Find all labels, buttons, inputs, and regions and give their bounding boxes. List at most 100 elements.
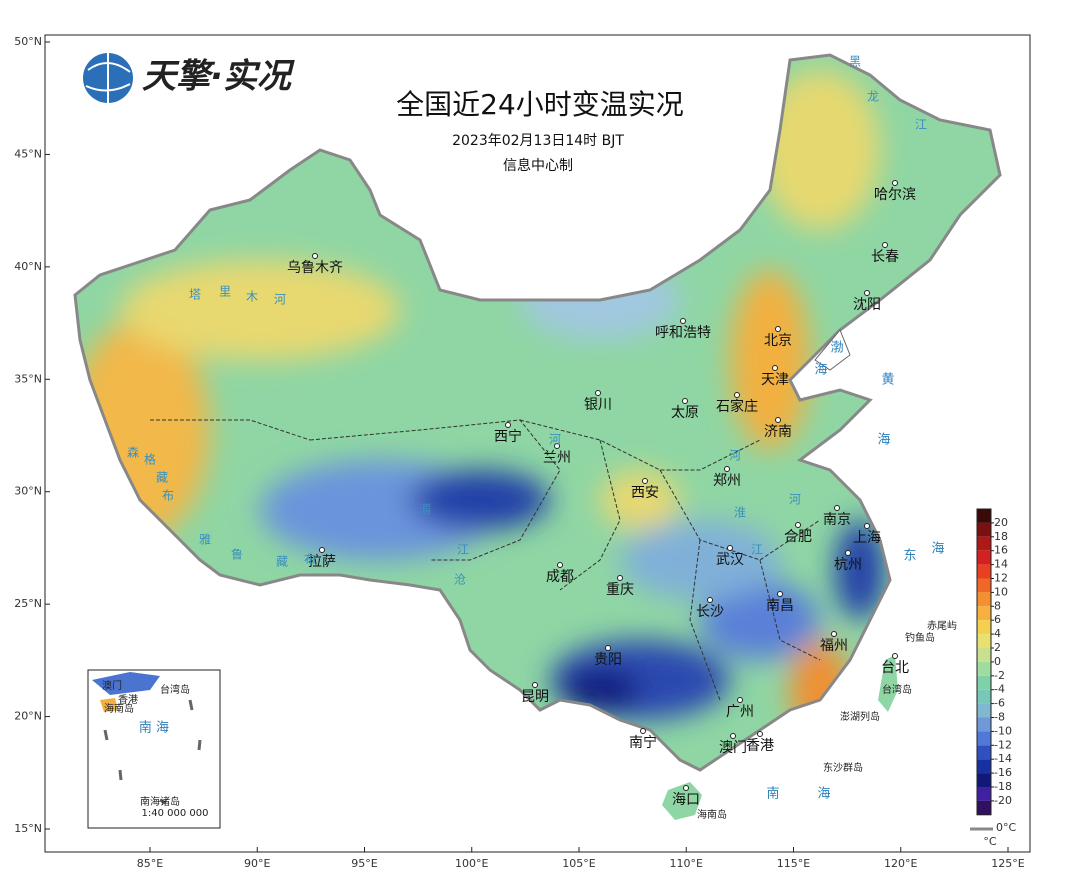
city-dot <box>312 253 318 259</box>
legend-tick-label: -10 <box>994 724 1012 737</box>
lon-tick-label: 105°E <box>562 857 595 870</box>
island-label: 钓鱼岛 <box>905 631 935 644</box>
city-dot <box>680 318 686 324</box>
city-dot <box>882 242 888 248</box>
legend-tick-label: 12 <box>994 572 1008 585</box>
city-dot <box>777 591 783 597</box>
river-label: 里 <box>219 285 231 299</box>
legend-swatch <box>977 717 991 732</box>
river-label: 河 <box>789 493 801 507</box>
inset-label: 南 海 <box>139 720 169 736</box>
river-label: 藏 <box>276 555 288 569</box>
legend-swatch <box>977 773 991 787</box>
city-dot <box>892 180 898 186</box>
lon-tick-label: 110°E <box>670 857 703 870</box>
legend-swatch <box>977 731 991 746</box>
city-dot <box>554 443 560 449</box>
city-label: 西宁 <box>494 428 522 445</box>
legend-tick-label: -14 <box>994 752 1012 765</box>
city-label: 香港 <box>746 738 774 754</box>
inset-land <box>92 672 160 695</box>
island-label: 东沙群岛 <box>823 761 863 774</box>
city-label: 上海 <box>853 530 881 546</box>
city-dot <box>727 545 733 551</box>
legend-swatch <box>977 689 991 704</box>
lat-tick-label: 40°N <box>14 260 42 273</box>
legend-swatch <box>977 759 991 774</box>
legend-swatch <box>977 675 991 690</box>
city-label: 沈阳 <box>853 297 881 313</box>
city-label: 长沙 <box>696 604 724 620</box>
inset-label: 1:40 000 000 <box>142 808 209 819</box>
city-label: 武汉 <box>716 552 744 568</box>
legend-tick-label: -8 <box>994 711 1005 724</box>
city-dot <box>724 466 730 472</box>
sea-label: 海 <box>817 787 830 802</box>
river-label: 布 <box>304 553 316 567</box>
legend-swatch <box>977 550 991 565</box>
legend-swatch <box>977 509 991 523</box>
city-label: 海口 <box>672 792 700 808</box>
lon-tick-label: 85°E <box>137 857 163 870</box>
legend-swatch <box>977 634 991 648</box>
city-label: 南宁 <box>629 734 657 751</box>
lat-tick-label: 25°N <box>14 597 42 610</box>
river-label: 河 <box>549 433 561 447</box>
legend-tick-label: 16 <box>994 544 1008 557</box>
city-label: 呼和浩特 <box>655 325 711 341</box>
lon-tick-label: 95°E <box>351 857 377 870</box>
inset-label: 南海诸岛 <box>140 795 180 808</box>
legend-tick-label: -18 <box>994 780 1012 793</box>
city-dot <box>757 731 763 737</box>
river-label: 木 <box>246 290 258 304</box>
river-label: 江 <box>751 543 763 557</box>
legend-unit: °C <box>983 835 997 848</box>
credit: 信息中心制 <box>503 157 573 174</box>
river-label: 淮 <box>734 506 746 520</box>
city-dot <box>319 547 325 553</box>
inset-label: 台湾岛 <box>160 683 190 696</box>
lat-tick-label: 30°N <box>14 485 42 498</box>
city-label: 成都 <box>546 569 574 585</box>
inset-dashes <box>103 699 202 805</box>
city-dot <box>707 597 713 603</box>
city-dot <box>617 575 623 581</box>
city-dot <box>775 326 781 332</box>
river-label: 森 <box>127 445 139 460</box>
city-dot <box>864 523 870 529</box>
city-dot <box>557 562 563 568</box>
river-label: 鲁 <box>231 548 243 562</box>
legend-tick-label: 2 <box>994 641 1001 654</box>
logo: 天擎·实况 <box>83 53 295 103</box>
legend-tick-label: -12 <box>994 738 1012 751</box>
city-label: 澳门 <box>719 740 747 756</box>
city-dot <box>505 422 511 428</box>
river-label: 沧 <box>454 572 466 587</box>
city-label: 杭州 <box>834 557 862 573</box>
city-dot <box>640 728 646 734</box>
legend-tick-label: 10 <box>994 585 1008 598</box>
lon-tick-label: 90°E <box>244 857 270 870</box>
city-dot <box>642 478 648 484</box>
city-dot <box>834 505 840 511</box>
city-dot <box>795 522 801 528</box>
legend-tick-label: -4 <box>994 683 1005 696</box>
city-label: 南昌 <box>766 598 794 614</box>
river-label: 雅 <box>199 532 211 547</box>
legend-swatch <box>977 522 991 537</box>
city-label: 太原 <box>671 405 699 421</box>
city-label: 济南 <box>764 424 792 440</box>
city-label: 银川 <box>584 397 612 413</box>
river-label: 藏 <box>156 471 168 485</box>
city-dot <box>864 290 870 296</box>
legend-tick-label: -6 <box>994 697 1005 710</box>
city-dot <box>831 631 837 637</box>
city-label: 北京 <box>764 333 792 349</box>
lat-tick-label: 15°N <box>14 822 42 835</box>
legend-tick-label: 4 <box>994 627 1001 640</box>
inset-hainan <box>100 698 118 712</box>
sea-label: 渤 <box>830 340 843 356</box>
river-label: 格 <box>144 452 156 467</box>
island-label: 赤尾屿 <box>927 620 957 632</box>
